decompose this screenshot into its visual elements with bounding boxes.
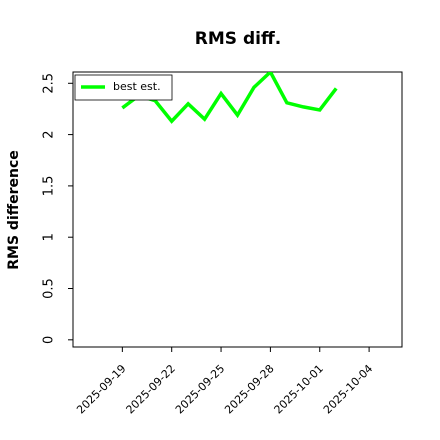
y-tick-label: 2 — [42, 130, 57, 138]
x-tick-label: 2025-09-28 — [222, 362, 276, 416]
chart-title: RMS diff. — [195, 29, 281, 49]
y-tick-label: 1.5 — [42, 176, 57, 197]
x-tick-label: 2025-10-01 — [272, 362, 326, 416]
y-tick-label: 1 — [42, 233, 57, 241]
x-tick-label: 2025-09-19 — [74, 362, 128, 416]
plot-area — [121, 72, 338, 124]
x-tick-label: 2025-09-22 — [124, 362, 178, 416]
y-axis-label: RMS difference — [6, 150, 22, 270]
legend-label: best est. — [113, 80, 161, 93]
y-tick-label: 0 — [42, 336, 57, 344]
y-tick-label: 2.5 — [42, 73, 57, 94]
x-tick-label: 2025-09-25 — [173, 362, 227, 416]
plot-frame — [72, 71, 403, 348]
x-tick-label: 2025-10-04 — [321, 362, 375, 416]
data-line — [121, 72, 338, 124]
y-tick-label: 0.5 — [42, 278, 57, 299]
